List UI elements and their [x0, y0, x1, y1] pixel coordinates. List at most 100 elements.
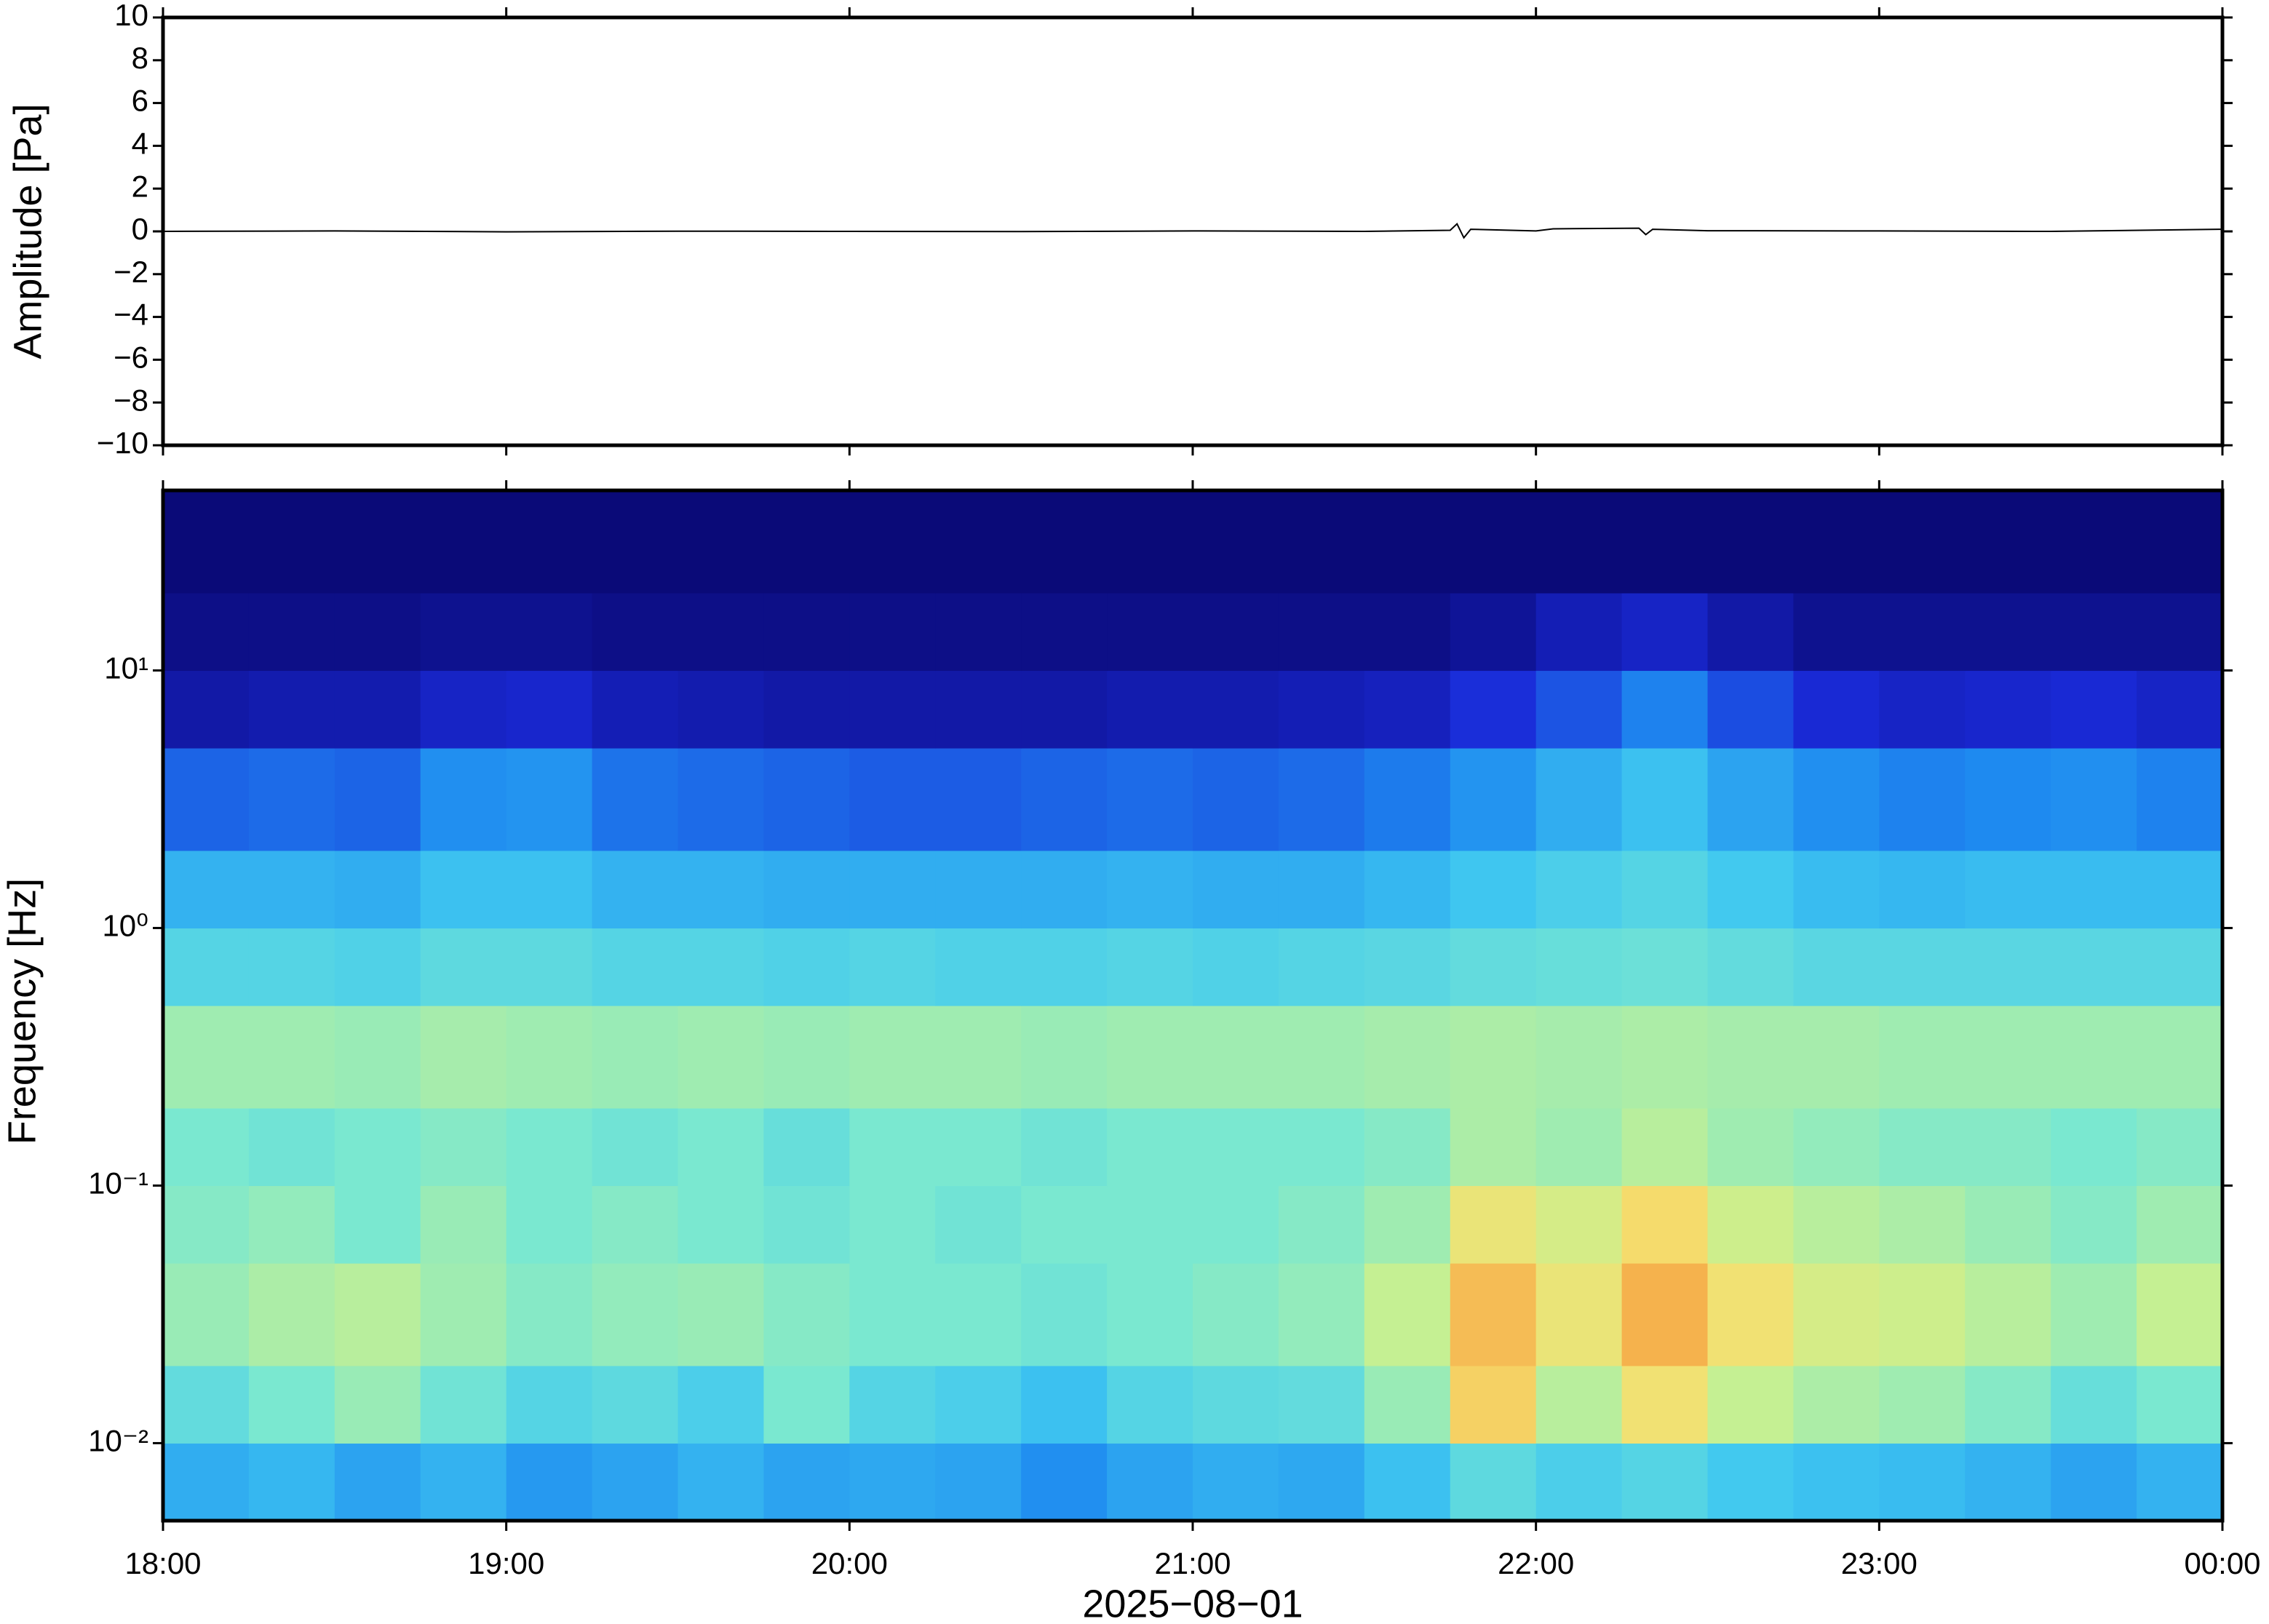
spectrogram-cell: [163, 1365, 250, 1444]
spectrogram-cell: [248, 1185, 335, 1264]
spectrogram-cell: [2051, 670, 2137, 749]
spectrogram-cell: [334, 1006, 421, 1109]
spectrogram-cell: [2051, 1006, 2137, 1109]
spectrogram-cell: [248, 1365, 335, 1444]
spectrogram-cell: [1535, 748, 1623, 851]
spectrogram-cell: [1450, 850, 1537, 929]
spectrogram-cell: [1278, 1443, 1365, 1521]
spectrogram-cell: [1793, 1365, 1880, 1444]
spectrogram-cell: [1364, 1443, 1451, 1521]
y-tick-label: 6: [132, 84, 148, 118]
spectrogram-cell: [677, 490, 765, 594]
spectrogram-cell: [1278, 850, 1365, 929]
spectrogram-cell: [163, 748, 250, 851]
spectrogram-cell: [334, 1107, 421, 1187]
spectrogram-cell: [1965, 670, 2051, 749]
spectrogram-cell: [1107, 1006, 1193, 1109]
spectrogram-cell: [1535, 1263, 1623, 1366]
spectrogram-cell: [1450, 1006, 1537, 1109]
x-axis-label: 2025−08−01: [1082, 1582, 1303, 1624]
spectrogram-cell: [935, 1263, 1022, 1366]
spectrogram-cell: [248, 928, 335, 1006]
spectrogram-cell: [163, 1006, 250, 1109]
spectrogram-cell: [506, 1107, 593, 1187]
spectrogram-cell: [248, 1443, 335, 1521]
spectrogram-cell: [2137, 592, 2223, 672]
spectrogram-cell: [334, 850, 421, 929]
y-tick-label: 10¹: [104, 651, 148, 685]
spectrogram-cell: [248, 592, 335, 672]
spectrogram-cell: [677, 850, 765, 929]
spectrogram-cell: [1793, 1006, 1880, 1109]
x-tick-label: 22:00: [1498, 1546, 1574, 1580]
spectrogram-cell: [1107, 850, 1193, 929]
spectrogram-cell: [1535, 1365, 1623, 1444]
x-tick-label: 21:00: [1154, 1546, 1231, 1580]
spectrogram-cell: [1965, 1185, 2051, 1264]
spectrogram-cell: [935, 928, 1022, 1006]
spectrogram-cell: [1793, 1107, 1880, 1187]
spectrogram-cell: [935, 1006, 1022, 1109]
spectrogram-cell: [1879, 748, 1966, 851]
spectrogram-cell: [677, 592, 765, 672]
spectrogram-cell: [592, 748, 679, 851]
spectrogram-cell: [1364, 1006, 1451, 1109]
spectrogram-cell: [1621, 1107, 1709, 1187]
spectrogram-cell: [677, 1006, 765, 1109]
spectrogram-cell: [849, 1365, 936, 1444]
spectrogram-cell: [1535, 592, 1623, 672]
y-axis-label: Frequency [Hz]: [0, 878, 44, 1145]
spectrogram-cell: [1707, 850, 1795, 929]
spectrogram-cell: [1621, 850, 1709, 929]
spectrogram-cell: [1879, 592, 1966, 672]
spectrogram-cell: [420, 1107, 507, 1187]
spectrogram-cell: [506, 1185, 593, 1264]
spectrogram-cell: [1021, 490, 1108, 594]
spectrogram-cell: [1879, 670, 1966, 749]
spectrogram-cell: [1450, 1263, 1537, 1366]
spectrogram-cell: [849, 748, 936, 851]
spectrogram-cell: [1278, 1365, 1365, 1444]
spectrogram-cell: [849, 1263, 936, 1366]
spectrogram-cell: [1107, 928, 1193, 1006]
spectrogram-cell: [592, 850, 679, 929]
spectrogram-cell: [1193, 1107, 1279, 1187]
spectrogram-cell: [1965, 748, 2051, 851]
spectrogram-cell: [763, 748, 850, 851]
spectrogram-cell: [420, 1365, 507, 1444]
spectrogram-cell: [1278, 592, 1365, 672]
spectrogram-cell: [506, 1006, 593, 1109]
spectrogram-cell: [1707, 1263, 1795, 1366]
spectrogram-cell: [1965, 1365, 2051, 1444]
spectrogram-cell: [1879, 1185, 1966, 1264]
spectrogram-cell: [763, 1006, 850, 1109]
spectrogram-cell: [2137, 748, 2223, 851]
y-tick-label: 10⁰: [102, 909, 148, 943]
spectrogram-cell: [1965, 850, 2051, 929]
spectrogram-cell: [935, 1107, 1022, 1187]
spectrogram-cell: [1364, 1365, 1451, 1444]
y-tick-label: −4: [114, 298, 148, 332]
spectrogram-cell: [849, 928, 936, 1006]
spectrogram-cell: [1021, 1107, 1108, 1187]
spectrogram-cell: [935, 592, 1022, 672]
spectrogram-cell: [677, 1365, 765, 1444]
spectrogram-cell: [1193, 748, 1279, 851]
spectrogram-cell: [2051, 1365, 2137, 1444]
spectrogram-cell: [2137, 850, 2223, 929]
spectrogram-cell: [1021, 592, 1108, 672]
spectrogram-cell: [1707, 928, 1795, 1006]
spectrogram-cell: [163, 1107, 250, 1187]
spectrogram-cell: [163, 490, 250, 594]
spectrogram-cell: [935, 748, 1022, 851]
spectrogram-cell: [420, 1006, 507, 1109]
spectrogram-cell: [1793, 1185, 1880, 1264]
y-tick-label: 0: [132, 212, 148, 246]
spectrogram-cell: [592, 1107, 679, 1187]
spectrogram-cell: [1879, 1006, 1966, 1109]
spectrogram-cell: [506, 748, 593, 851]
spectrogram-cell: [763, 490, 850, 594]
spectrogram-cell: [1107, 1263, 1193, 1366]
spectrogram-cell: [1621, 1006, 1709, 1109]
spectrogram-cell: [334, 1443, 421, 1521]
